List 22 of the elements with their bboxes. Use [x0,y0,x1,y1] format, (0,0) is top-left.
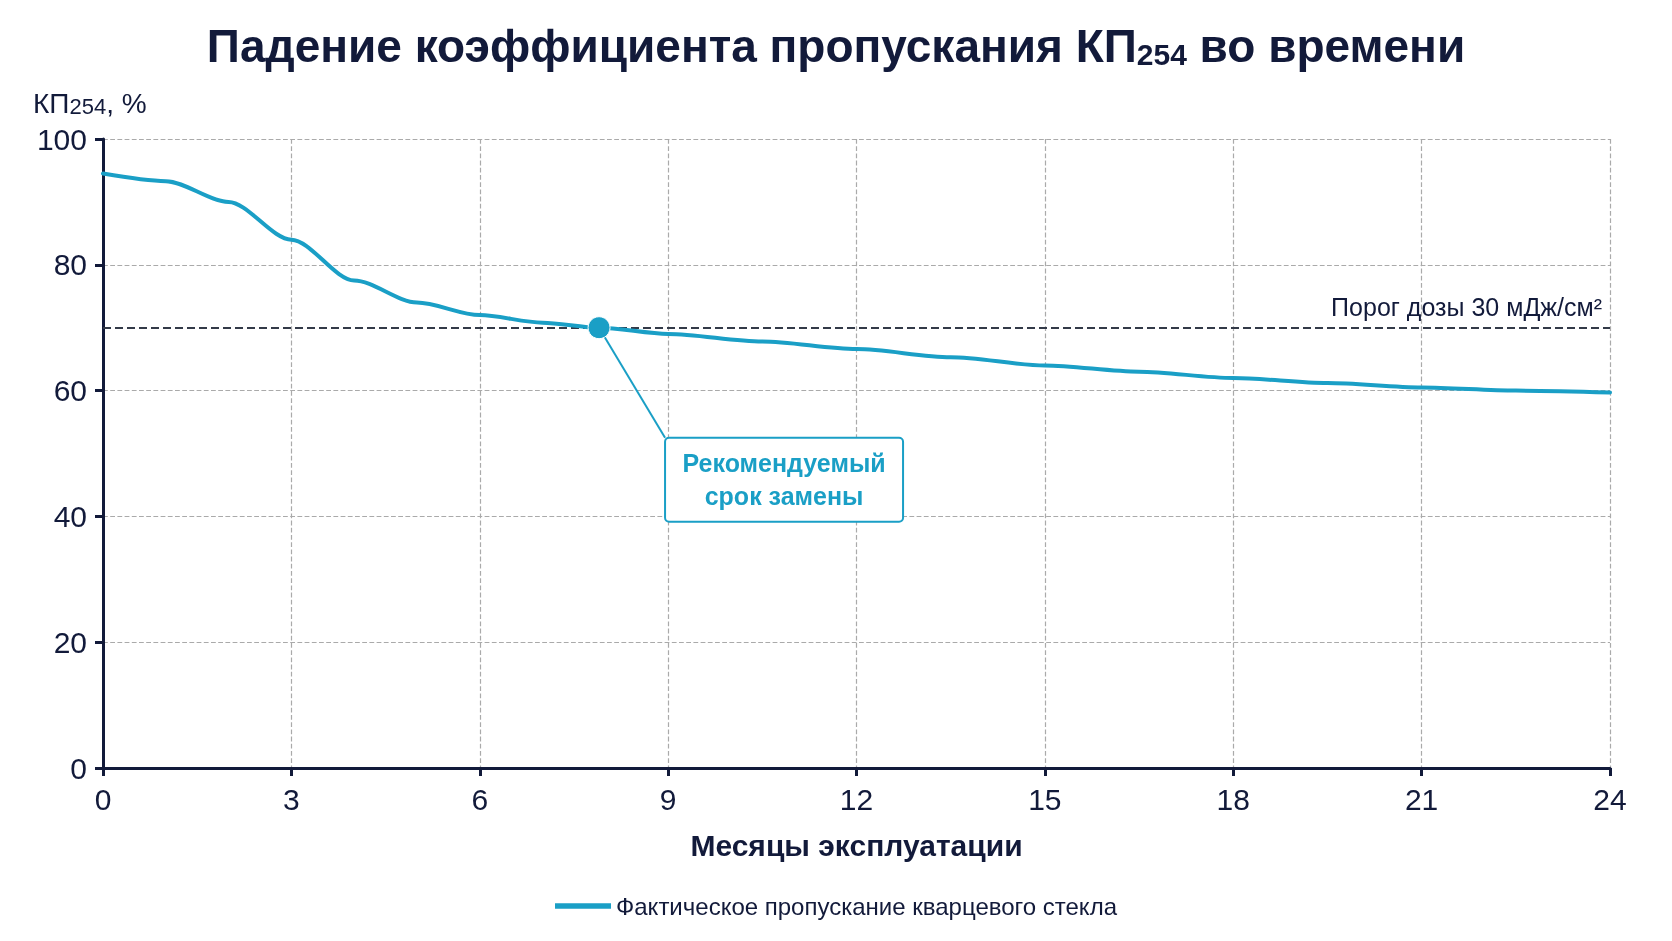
x-tick-label: 15 [1028,782,1062,816]
y-tick-label: 20 [53,625,87,659]
ref-line-label: Порог дозы 30 мДж/см² [1331,293,1602,322]
y-tick-label: 80 [53,248,87,282]
line-series [101,171,1612,395]
x-tick-label: 0 [94,782,112,816]
x-tick-label: 12 [839,782,874,816]
annotation: Рекомендуемый срок замены [682,449,886,511]
legend-label: Фактическое пропускание кварцевого стекла [616,892,1118,920]
y-tick-label: 40 [53,499,87,533]
x-tick-label: 18 [1216,782,1250,816]
x-tick-label: 9 [659,782,677,816]
x-tick-label: 6 [471,782,489,816]
y-tick-label: 0 [70,751,87,785]
y-axis-title: КП254, % [33,87,147,119]
x-tick-label: 21 [1404,782,1439,816]
y-tick-label: 100 [36,122,87,156]
chart-title: Падение коэффициента пропускания КП254 во времени [206,20,1466,72]
x-tick-label: 24 [1593,782,1627,816]
x-tick-label: 3 [283,782,300,816]
y-tick-label: 60 [53,374,87,408]
x-axis-title: Месяцы эксплуатации [690,828,1023,862]
